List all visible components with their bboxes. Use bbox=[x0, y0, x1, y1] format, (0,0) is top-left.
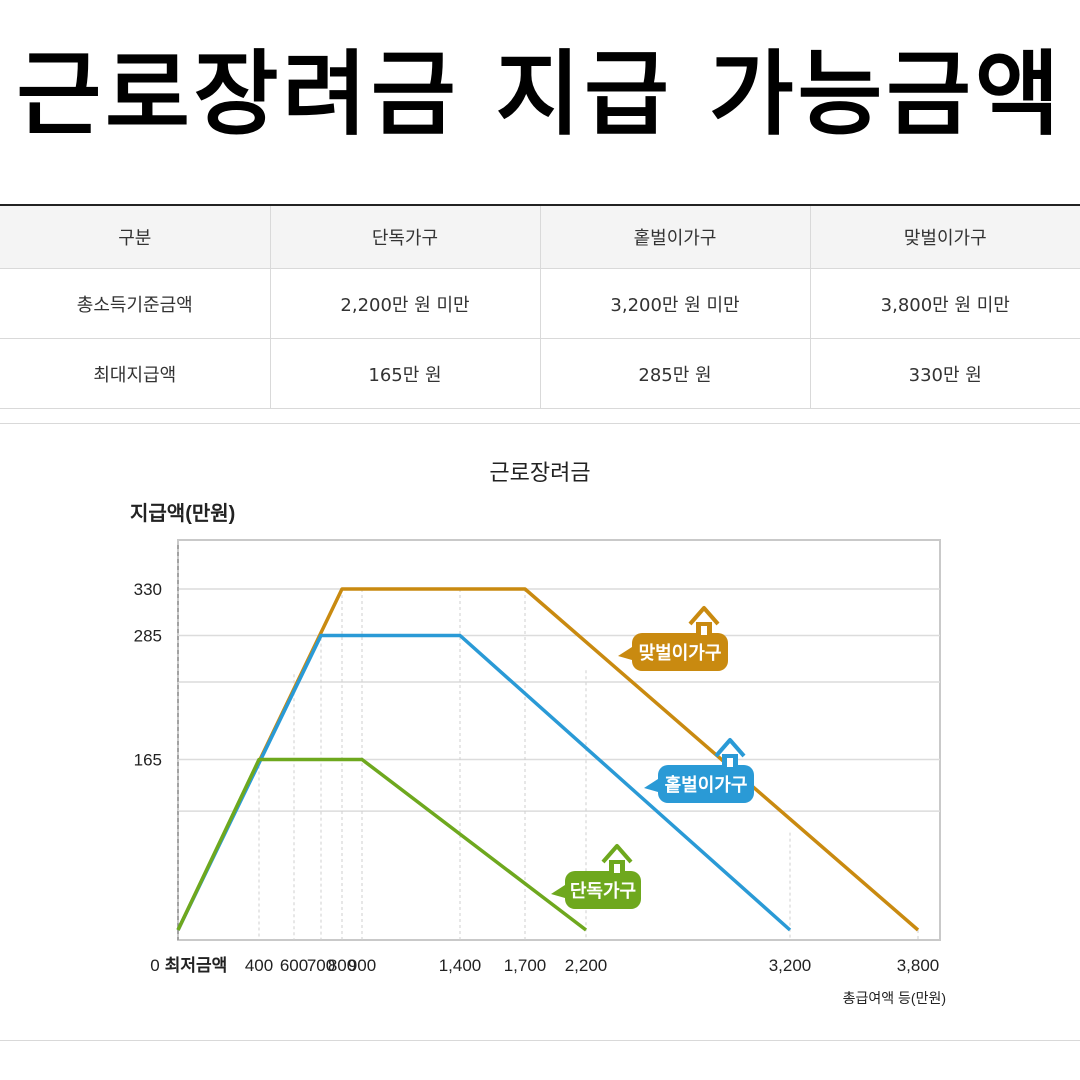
series-label-text: 단독가구 bbox=[570, 881, 636, 902]
y-tick-label: 330 bbox=[134, 580, 162, 599]
table-cell: 285만 원 bbox=[539, 338, 810, 409]
house-roof bbox=[601, 844, 633, 864]
x-tick-label: 1,400 bbox=[439, 956, 482, 975]
page-title: 근로장려금 지급 가능금액 bbox=[16, 41, 1064, 148]
label-box bbox=[632, 633, 728, 671]
table-cell: 3,200만 원 미만 bbox=[539, 268, 810, 339]
house-door bbox=[727, 758, 733, 767]
table-cell: 최대지급액 bbox=[0, 338, 270, 409]
income-table: 구분 단독가구 홑벌이가구 맞벌이가구 총소득기준금액 2,200만 원 미만 … bbox=[0, 204, 1080, 409]
house-door bbox=[701, 626, 707, 635]
table-cell: 3,800만 원 미만 bbox=[809, 268, 1080, 339]
table-header-cell: 홑벌이가구 bbox=[539, 204, 810, 269]
house-door bbox=[614, 864, 620, 873]
table-header-cell: 구분 bbox=[0, 204, 270, 269]
x-tick-label: 1,700 bbox=[504, 956, 547, 975]
x-tick-label: 0 bbox=[150, 956, 159, 975]
house-icon bbox=[688, 606, 720, 635]
y-axis-label: 지급액(만원) bbox=[130, 502, 235, 525]
x-tick-label: 800 bbox=[328, 956, 356, 975]
x-tick-label: 3,800 bbox=[897, 956, 940, 975]
house-roof bbox=[688, 606, 720, 626]
series-line bbox=[176, 757, 588, 932]
label-pointer bbox=[618, 647, 632, 660]
table-cell: 165만 원 bbox=[269, 338, 540, 409]
table-cell: 2,200만 원 미만 bbox=[269, 268, 540, 339]
divider bbox=[0, 1040, 1080, 1041]
x-min-label: 최저금액 bbox=[165, 956, 228, 975]
table-header-row: 구분 단독가구 홑벌이가구 맞벌이가구 bbox=[0, 204, 1080, 269]
series-label: 홑벌이가구 bbox=[644, 738, 754, 803]
x-tick-label: 400 bbox=[245, 956, 273, 975]
x-tick-label: 900 bbox=[348, 956, 376, 975]
label-box bbox=[565, 871, 641, 909]
x-tick-label: 600 bbox=[280, 956, 308, 975]
house-roof bbox=[714, 738, 746, 758]
table-header-cell: 맞벌이가구 bbox=[809, 204, 1080, 269]
series-label: 맞벌이가구 bbox=[618, 606, 728, 671]
house-icon bbox=[714, 738, 746, 767]
table-header-cell: 단독가구 bbox=[269, 204, 540, 269]
table-cell: 330만 원 bbox=[809, 338, 1080, 409]
label-pointer bbox=[644, 779, 658, 792]
table-cell: 총소득기준금액 bbox=[0, 268, 270, 339]
y-tick-label: 285 bbox=[134, 627, 162, 646]
series-label-text: 홑벌이가구 bbox=[665, 774, 748, 796]
label-pointer bbox=[551, 885, 565, 898]
house-icon bbox=[601, 844, 633, 873]
label-box bbox=[658, 765, 754, 803]
table-row: 최대지급액 165만 원 285만 원 330만 원 bbox=[0, 338, 1080, 409]
x-tick-label: 3,200 bbox=[769, 956, 812, 975]
table-row: 총소득기준금액 2,200만 원 미만 3,200만 원 미만 3,800만 원… bbox=[0, 268, 1080, 339]
plot-frame bbox=[177, 539, 941, 941]
x-tick-label: 2,200 bbox=[565, 956, 608, 975]
series-label: 단독가구 bbox=[551, 844, 641, 909]
series-label-text: 맞벌이가구 bbox=[639, 643, 722, 664]
x-axis-label: 총급여액 등(만원) bbox=[843, 990, 946, 1006]
divider bbox=[0, 423, 1080, 424]
chart-title: 근로장려금 bbox=[489, 460, 590, 485]
x-tick-label: 700 bbox=[307, 956, 335, 975]
y-tick-label: 165 bbox=[134, 751, 162, 770]
